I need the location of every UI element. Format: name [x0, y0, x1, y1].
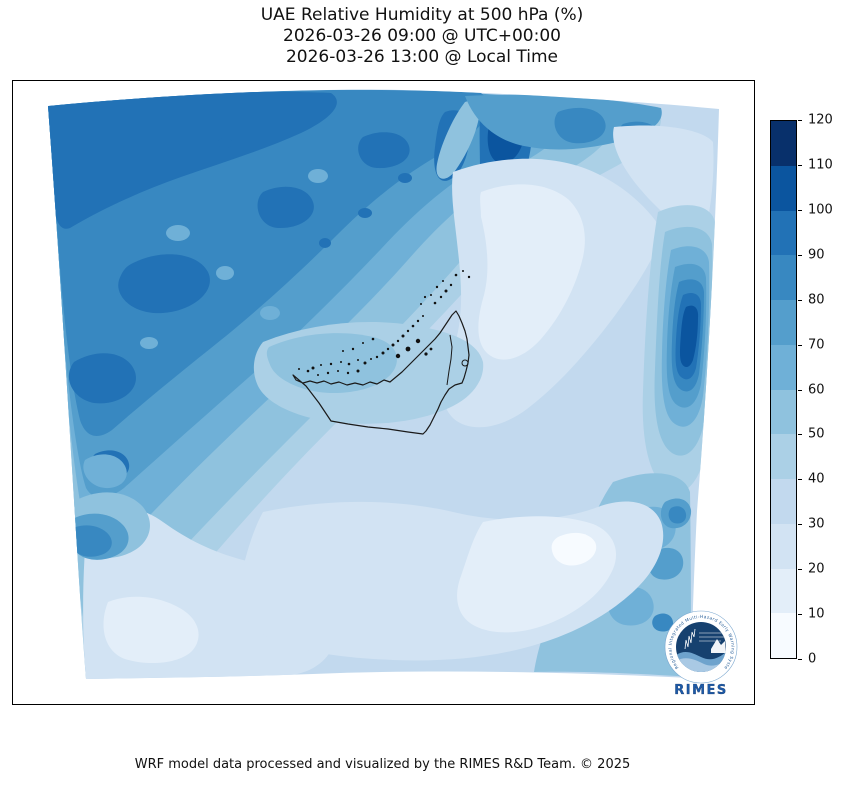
rimes-logo-seismogram: [684, 628, 696, 650]
colorbar-segment: [771, 389, 796, 435]
colorbar-segment: [771, 210, 796, 256]
colorbar-tick: [798, 569, 802, 571]
colorbar-tick-label: 90: [808, 247, 825, 263]
colorbar-tick: [798, 209, 802, 211]
chart-title-line3: 2026-03-26 13:00 @ Local Time: [285, 47, 559, 67]
colorbar-tick-label: 60: [808, 382, 825, 397]
colorbar-tick: [798, 299, 802, 301]
colorbar-tick-label: 30: [808, 516, 825, 532]
humidity-contour-map: Regional Integrated Multi-Hazard Early W…: [13, 81, 738, 698]
colorbar-tick: [798, 434, 802, 436]
colorbar-tick: [798, 614, 802, 616]
map-plot-area: Regional Integrated Multi-Hazard Early W…: [12, 80, 755, 705]
colorbar-tick: [798, 389, 802, 391]
colorbar-tick-label: 100: [808, 202, 833, 218]
colorbar-tick-label: 80: [808, 292, 825, 308]
colorbar-tick: [798, 479, 802, 481]
colorbar-tick-label: 50: [808, 426, 825, 442]
colorbar-segment: [771, 568, 796, 614]
colorbar-tick: [798, 120, 802, 121]
chart-title: UAE Relative Humidity at 500 hPa (%) 202…: [0, 5, 844, 68]
colorbar-segment: [771, 523, 796, 569]
colorbar-segment: [771, 121, 796, 166]
colorbar-tick-label: 110: [808, 157, 833, 173]
colorbar-segment: [771, 165, 796, 211]
colorbar-tick-label: 70: [808, 337, 825, 353]
colorbar-segment: [771, 434, 796, 479]
rimes-logo-signal-lines: [699, 632, 725, 642]
chart-title-line2: 2026-03-26 09:00 @ UTC+00:00: [283, 26, 561, 46]
colorbar-segment: [771, 300, 796, 345]
rimes-logo-wordmark: RIMES: [674, 683, 728, 698]
colorbar-segments: [770, 120, 797, 659]
colorbar-tick-label: 20: [808, 561, 825, 577]
colorbar-tick-label: 10: [808, 606, 825, 622]
colorbar-tick-label: 120: [808, 112, 833, 128]
uae-coastal-islands: [298, 270, 471, 376]
colorbar-tick-label: 40: [808, 471, 825, 487]
colorbar-tick: [798, 524, 802, 526]
contour-bands: [48, 89, 716, 679]
rimes-logo-mountain: [711, 639, 726, 653]
colorbar-segment: [771, 613, 796, 658]
rimes-logo-wave-lighter: [676, 658, 726, 672]
colorbar-tick: [798, 659, 802, 660]
colorbar-tick: [798, 254, 802, 256]
colorbar-tick-label: 0: [808, 651, 817, 667]
colorbar-segment: [771, 255, 796, 300]
colorbar: 0 10 20 30 40 50 60 70 80 90 100 110 120: [770, 113, 844, 667]
chart-title-line1: UAE Relative Humidity at 500 hPa (%): [260, 5, 584, 25]
colorbar-segment: [771, 344, 796, 390]
colorbar-segment: [771, 479, 796, 524]
footer-credit: WRF model data processed and visualized …: [134, 757, 631, 772]
colorbar-tick: [798, 164, 802, 166]
colorbar-tick: [798, 344, 802, 346]
uae-boundary-outline: [292, 310, 470, 435]
